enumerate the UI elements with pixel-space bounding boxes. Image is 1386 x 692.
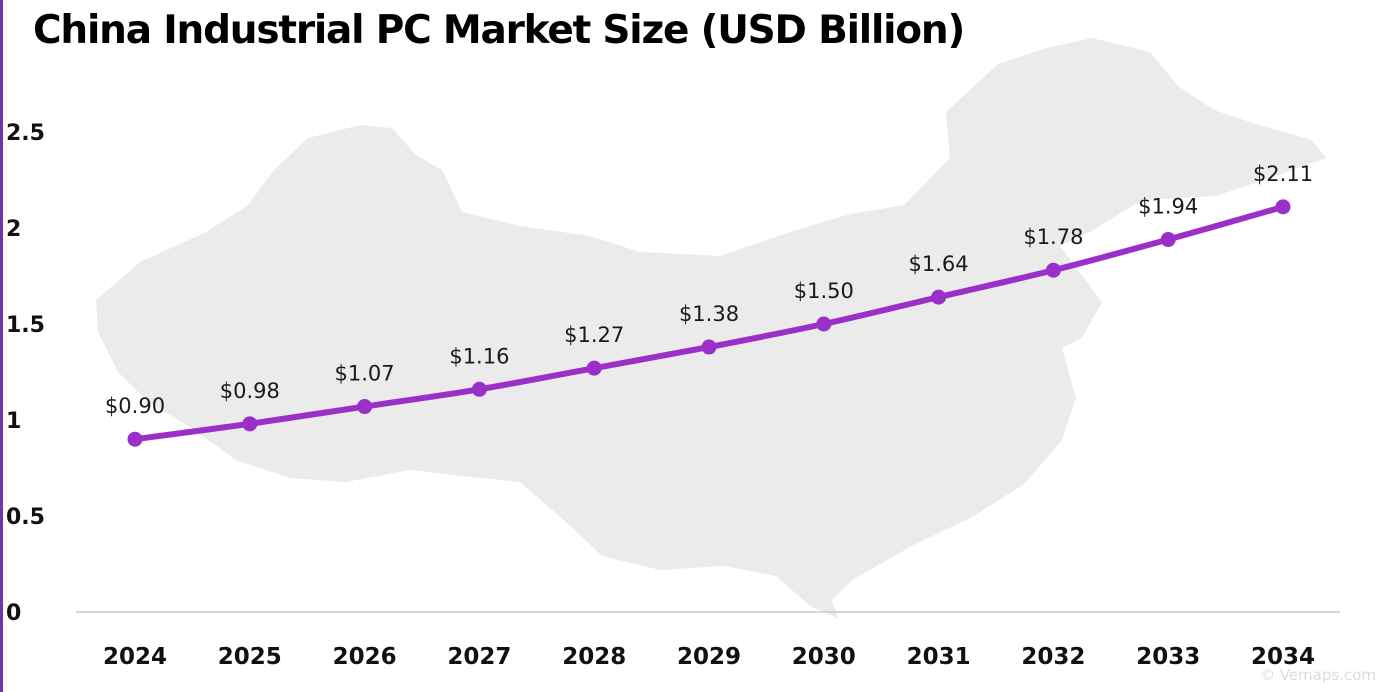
left-border: [0, 0, 3, 692]
data-label: $1.64: [909, 252, 969, 276]
y-tick-label: 2: [6, 217, 21, 242]
chart-title: China Industrial PC Market Size (USD Bil…: [33, 8, 965, 53]
x-tick-label: 2026: [333, 644, 397, 670]
x-tick-label: 2027: [447, 644, 511, 670]
x-tick-label: 2029: [677, 644, 741, 670]
data-point: [701, 339, 717, 355]
china-map-silhouette: [96, 38, 1326, 618]
x-tick-label: 2031: [907, 644, 971, 670]
watermark: © Vemaps.com: [1259, 666, 1376, 684]
data-label: $1.78: [1023, 225, 1083, 249]
data-label: $1.94: [1138, 195, 1198, 219]
data-label: $0.90: [105, 394, 165, 418]
data-label: $1.07: [335, 362, 395, 386]
data-point: [816, 316, 832, 332]
data-point: [586, 360, 602, 376]
y-tick-label: 1: [6, 409, 21, 434]
x-tick-label: 2025: [218, 644, 282, 670]
data-label: $2.11: [1253, 162, 1313, 186]
data-point: [1045, 262, 1061, 278]
data-label: $1.16: [449, 344, 509, 368]
data-point: [127, 431, 143, 447]
y-tick-label: 1.5: [6, 313, 45, 338]
x-tick-label: 2032: [1021, 644, 1085, 670]
data-point: [471, 381, 487, 397]
data-label: $1.27: [564, 323, 624, 347]
x-tick-label: 2028: [562, 644, 626, 670]
data-label: $0.98: [220, 379, 280, 403]
series-points: [127, 199, 1291, 447]
x-tick-label: 2034: [1251, 644, 1315, 670]
y-tick-label: 0.5: [6, 505, 45, 530]
data-label: $1.38: [679, 302, 739, 326]
x-tick-label: 2033: [1136, 644, 1200, 670]
x-tick-label: 2024: [103, 644, 167, 670]
data-point: [357, 399, 373, 415]
data-point: [1160, 232, 1176, 248]
data-label: $1.50: [794, 279, 854, 303]
x-axis: 2024 2025 2026 2027 2028 2029 2030 2031 2032 2033…: [103, 644, 1315, 670]
data-point: [242, 416, 258, 432]
data-point: [931, 289, 947, 305]
data-labels: $0.90 $0.98 $1.07 $1.16 $1.27 $1.38 $1.50 $1.64…: [105, 162, 1313, 418]
y-axis: 0 0.5 1 1.5 2 2.5: [6, 121, 45, 626]
y-tick-label: 2.5: [6, 121, 45, 146]
x-tick-label: 2030: [792, 644, 856, 670]
data-point: [1275, 199, 1291, 215]
y-tick-label: 0: [6, 601, 21, 626]
